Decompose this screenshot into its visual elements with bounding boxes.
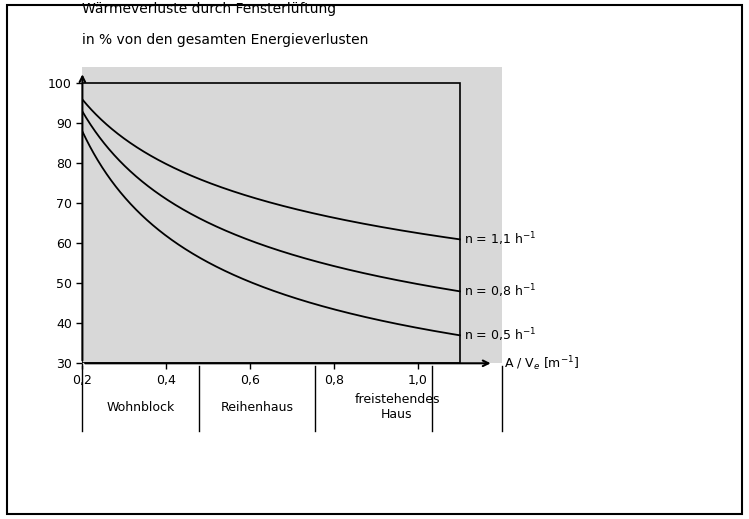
- Text: Wärmeverluste durch Fensterlüftung: Wärmeverluste durch Fensterlüftung: [82, 2, 336, 16]
- Text: Wohnblock: Wohnblock: [106, 401, 175, 414]
- Text: Reihenhaus: Reihenhaus: [221, 401, 294, 414]
- Text: n = 1,1 h$^{-1}$: n = 1,1 h$^{-1}$: [464, 230, 536, 248]
- Text: n = 0,8 h$^{-1}$: n = 0,8 h$^{-1}$: [464, 282, 536, 300]
- Text: freistehendes
Haus: freistehendes Haus: [354, 393, 440, 421]
- Text: A / V$_e$ [m$^{-1}$]: A / V$_e$ [m$^{-1}$]: [504, 354, 579, 373]
- Text: n = 0,5 h$^{-1}$: n = 0,5 h$^{-1}$: [464, 326, 536, 344]
- Text: in % von den gesamten Energieverlusten: in % von den gesamten Energieverlusten: [82, 33, 369, 47]
- Bar: [82, 84, 460, 363]
